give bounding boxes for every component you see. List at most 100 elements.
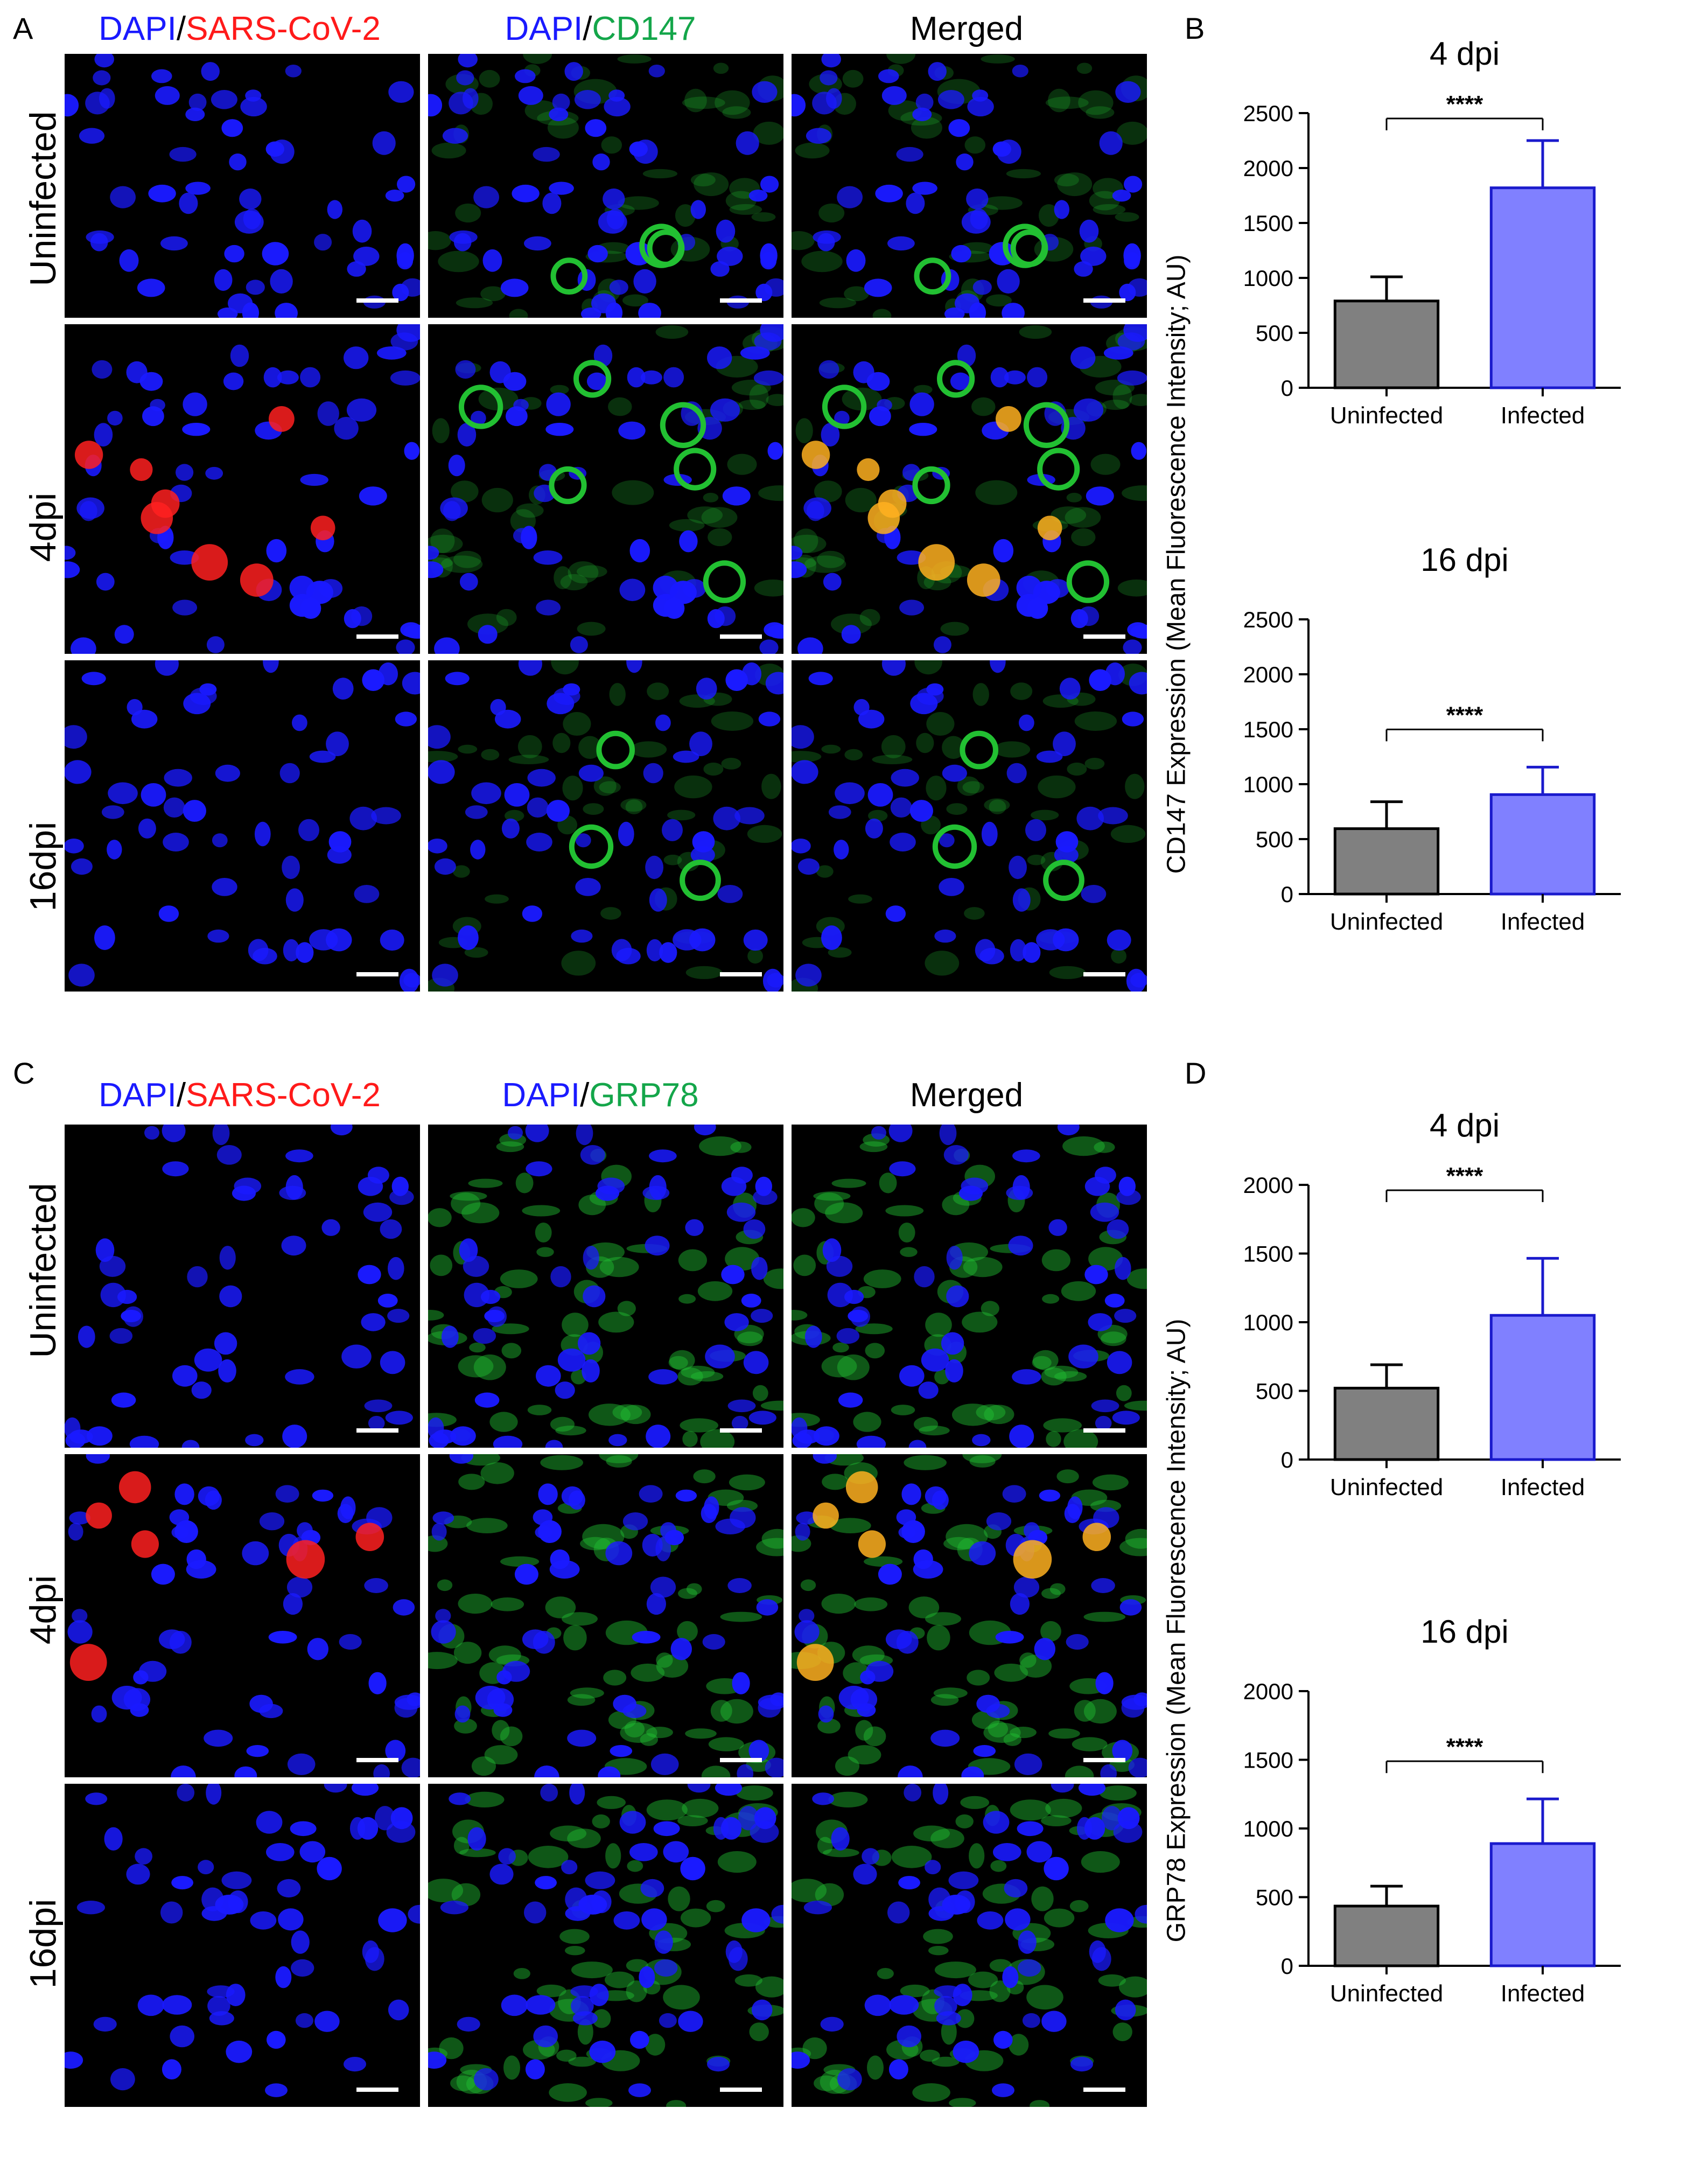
green-ring [1003,224,1047,268]
nucleus [710,398,740,422]
nucleus [533,1509,553,1525]
nucleus [259,1512,285,1531]
green-signal [458,1594,493,1614]
green-signal [485,894,509,904]
nucleus [622,1512,648,1531]
virus-signal [796,1644,834,1681]
green-signal [699,1136,741,1156]
green-signal [968,1971,998,1988]
nucleus [1070,346,1096,369]
green-signal [1041,1249,1070,1272]
stain-merged: Merged [909,1077,1024,1114]
nucleus [1124,176,1143,193]
nucleus [792,760,818,784]
green-signal [491,1597,524,1611]
nucleus [172,1365,198,1387]
nucleus [692,831,715,853]
nucleus [183,392,207,416]
nucleus [575,833,591,848]
green-signal [1054,1371,1087,1382]
green-signal [1111,948,1126,964]
green-signal [468,1178,503,1188]
green-signal [792,1208,815,1227]
nucleus [126,1863,150,1885]
nucleus [170,2025,194,2048]
row-label-a-16dpi: 16dpi [23,821,64,912]
y-tick-label: 2000 [1243,1679,1293,1704]
nucleus [629,141,648,157]
green-signal [930,1828,964,1848]
nucleus [748,1411,776,1425]
nucleus [731,1415,748,1431]
nucleus [909,392,934,416]
green-signal [1041,1815,1072,1826]
nucleus [992,2083,1014,2097]
green-signal [565,1946,585,1956]
nucleus [91,1705,107,1723]
nucleus [1026,1841,1053,1863]
green-signal [1032,1356,1052,1370]
green-signal [1088,1247,1123,1271]
green-signal [747,825,782,843]
nucleus [795,964,822,987]
green-signal [522,1205,561,1217]
nucleus [300,367,321,388]
nucleus [489,1863,514,1885]
nucleus [639,1966,655,1988]
significance-stars: **** [1446,1734,1483,1760]
green-signal [708,528,732,547]
nucleus [1034,1638,1055,1660]
nucleus [108,782,138,805]
nucleus [881,660,906,676]
green-ring [596,730,635,770]
bar-infected [1489,793,1596,896]
nucleus [898,1526,916,1539]
green-signal [760,1400,783,1411]
y-tick-label: 2000 [1243,1172,1293,1198]
green-signal [855,1323,893,1335]
nucleus [608,1434,627,1447]
nucleus [221,1871,252,1889]
green-signal [736,1785,773,1801]
nucleus [836,1328,860,1344]
nucleus [727,1399,756,1413]
green-signal [599,781,621,794]
nucleus [378,1908,407,1932]
green-signal [972,683,989,706]
y-tick-label: 1500 [1243,717,1293,742]
green-signal [844,286,869,302]
nucleus [973,1745,996,1757]
green-signal [496,1141,524,1153]
nucleus [286,1576,313,1598]
green-signal [817,550,845,568]
nucleus [717,885,743,903]
nucleus [1115,81,1141,103]
nucleus [93,2016,117,2032]
nucleus [1027,598,1048,619]
nucleus [1017,1821,1044,1837]
nucleus [751,1309,773,1323]
nucleus [254,821,271,847]
nucleus [514,1563,538,1585]
nucleus [715,1784,743,1796]
green-ring [674,448,717,491]
nucleus [792,546,803,560]
green-signal [501,1343,522,1359]
nucleus [385,1411,413,1425]
nucleus [199,683,217,696]
green-signal [431,142,466,159]
nucleus [912,107,932,121]
nucleus [174,1483,194,1505]
nucleus [212,878,237,896]
green-signal [837,1354,870,1380]
nucleus [678,2011,703,2032]
chart-title: 4 dpi [1430,36,1500,72]
green-signal [1061,1281,1096,1301]
green-signal [453,550,481,568]
nucleus [837,186,863,208]
scale-bar [1083,634,1125,639]
green-signal [583,803,604,815]
nucleus [246,280,265,295]
nucleus [613,1911,640,1930]
y-tick-label: 1000 [1243,1310,1293,1335]
